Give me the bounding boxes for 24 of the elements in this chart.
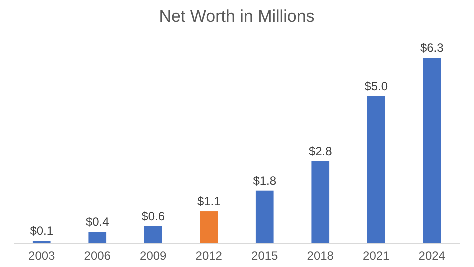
chart-title: Net Worth in Millions [159, 7, 315, 26]
x-tick-label: 2021 [363, 249, 390, 263]
bar [88, 232, 107, 244]
bar [256, 190, 274, 244]
x-tick-label: 2006 [84, 249, 112, 263]
x-tick-label: 2018 [307, 249, 334, 263]
data-label: $0.6 [142, 209, 166, 224]
x-tick-label: 2003 [28, 249, 56, 263]
x-tick-label: 2012 [196, 249, 223, 263]
data-label: $1.8 [253, 174, 277, 188]
x-tick-label: 2024 [418, 249, 446, 263]
data-label: $1.1 [197, 194, 222, 209]
bar [312, 161, 330, 244]
bar [367, 96, 386, 244]
x-tick-label: 2009 [140, 249, 168, 263]
data-label: $0.4 [86, 215, 110, 230]
data-label: $6.3 [420, 41, 444, 55]
data-label: $5.0 [364, 79, 388, 94]
x-tick-label: 2015 [252, 249, 279, 263]
bar [423, 58, 442, 244]
bar [200, 212, 218, 244]
bar [144, 226, 162, 244]
data-label: $2.8 [308, 144, 333, 158]
data-label: $0.1 [30, 224, 54, 238]
